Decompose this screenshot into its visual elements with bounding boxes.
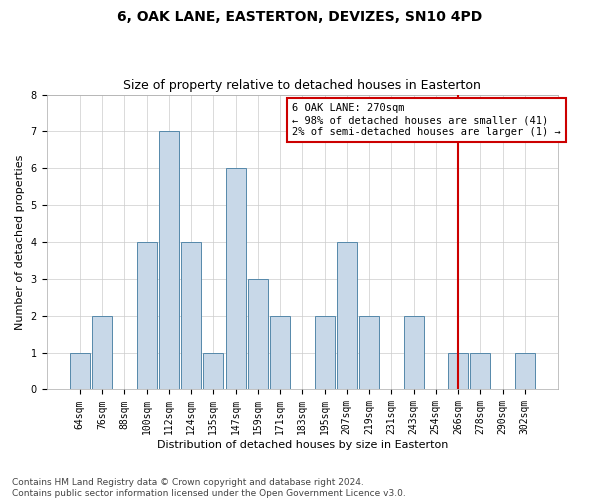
X-axis label: Distribution of detached houses by size in Easterton: Distribution of detached houses by size …	[157, 440, 448, 450]
Text: 6, OAK LANE, EASTERTON, DEVIZES, SN10 4PD: 6, OAK LANE, EASTERTON, DEVIZES, SN10 4P…	[118, 10, 482, 24]
Bar	[203, 352, 223, 390]
Bar	[226, 168, 245, 390]
Bar	[159, 132, 179, 390]
Bar	[515, 352, 535, 390]
Bar	[314, 316, 335, 390]
Text: Contains HM Land Registry data © Crown copyright and database right 2024.
Contai: Contains HM Land Registry data © Crown c…	[12, 478, 406, 498]
Y-axis label: Number of detached properties: Number of detached properties	[15, 154, 25, 330]
Bar	[92, 316, 112, 390]
Bar	[337, 242, 357, 390]
Title: Size of property relative to detached houses in Easterton: Size of property relative to detached ho…	[124, 79, 481, 92]
Bar	[404, 316, 424, 390]
Bar	[248, 279, 268, 390]
Text: 6 OAK LANE: 270sqm
← 98% of detached houses are smaller (41)
2% of semi-detached: 6 OAK LANE: 270sqm ← 98% of detached hou…	[292, 104, 561, 136]
Bar	[70, 352, 90, 390]
Bar	[359, 316, 379, 390]
Bar	[470, 352, 490, 390]
Bar	[181, 242, 201, 390]
Bar	[270, 316, 290, 390]
Bar	[448, 352, 468, 390]
Bar	[137, 242, 157, 390]
